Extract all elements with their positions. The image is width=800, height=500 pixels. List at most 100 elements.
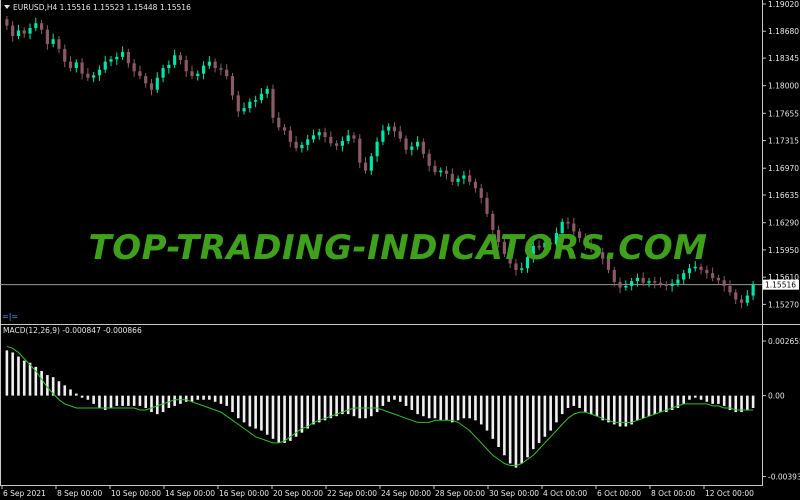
macd-bar (647, 395, 651, 417)
time-tick-label: 10 Sep 00:00 (111, 489, 161, 498)
candle-body (144, 76, 148, 84)
macd-bar (688, 395, 691, 400)
candle-body (647, 281, 651, 283)
candle-body (618, 281, 622, 288)
candle-body (63, 48, 67, 62)
macd-bar (537, 395, 541, 443)
macd-bar (699, 395, 703, 400)
macd-bar (659, 395, 662, 413)
candle-body (502, 241, 506, 254)
time-tick-label: 6 Oct 00:00 (597, 489, 641, 498)
current-price-line: 1.15516 (0, 279, 799, 290)
macd-bar (51, 377, 55, 396)
candle-body (109, 59, 113, 62)
macd-bar (196, 395, 200, 400)
macd-bar (439, 395, 443, 421)
chart-menu-triangle-icon[interactable] (4, 5, 10, 9)
candle-body (68, 61, 73, 69)
candle-body (392, 126, 397, 132)
macd-bar (132, 395, 136, 406)
macd-bar (109, 395, 113, 408)
candle-body (352, 135, 356, 139)
macd-bar (456, 395, 460, 421)
macd-bar (277, 395, 281, 443)
price-axis-ticks: 1.19020 1.18680 1.18345 1.18000 1.17655 1.173… (762, 0, 799, 309)
candle-body (22, 30, 26, 34)
macd-bar (300, 395, 304, 433)
price-tick-label: 1.15270 (768, 300, 799, 309)
macd-bar (213, 395, 217, 402)
price-tick-label: 1.16290 (768, 219, 799, 228)
candle-body (543, 242, 547, 248)
macd-bar (306, 395, 309, 429)
candle-body (444, 170, 449, 174)
candle-body (340, 140, 344, 146)
candle-body (496, 229, 501, 242)
candle-body (346, 135, 350, 141)
candle-body (254, 100, 258, 102)
candle-body (311, 135, 316, 140)
candle-body (271, 88, 275, 118)
macd-bar (416, 395, 419, 415)
time-tick-label: 28 Sep 00:00 (435, 489, 485, 498)
candle-body (630, 281, 634, 286)
candle-body (433, 165, 437, 173)
candle-body (230, 76, 235, 96)
macd-bar (341, 395, 344, 415)
candle-body (184, 60, 188, 72)
time-tick-label: 8 Oct 00:00 (651, 489, 695, 498)
time-tick-label: 16 Sep 00:00 (219, 489, 269, 498)
macd-bar (422, 395, 425, 417)
candle-body (155, 77, 159, 90)
macd-bar (526, 395, 529, 458)
macd-bar (86, 395, 90, 400)
macd-bar (676, 395, 680, 408)
candle-body (306, 139, 310, 145)
macd-bar (746, 395, 749, 411)
candle-body (259, 93, 264, 101)
candle-body (450, 173, 454, 182)
macd-bar (5, 350, 9, 396)
macd-bar (329, 395, 333, 419)
candle-body (80, 62, 84, 74)
macd-bar (381, 395, 385, 406)
candle-body (468, 175, 472, 182)
time-tick-label: 6 Sep 2021 (3, 489, 46, 498)
macd-bar (514, 395, 518, 468)
macd-label: MACD(12,26,9) -0.000847 -0.000866 (3, 326, 142, 335)
macd-bar (219, 395, 223, 404)
macd-bar (271, 395, 275, 439)
macd-bar (693, 395, 697, 398)
macd-bar (740, 395, 743, 413)
candle-body (300, 144, 304, 149)
candle-body (103, 61, 107, 70)
candle-body (722, 280, 726, 286)
candle-body (653, 281, 657, 283)
macd-bar (589, 395, 593, 415)
trade-levels-icon[interactable]: =|= (2, 312, 18, 321)
macd-bar (641, 395, 645, 419)
candle-body (51, 39, 55, 45)
macd-bar (352, 395, 356, 417)
candle-body (363, 162, 368, 171)
macd-bar (127, 395, 130, 406)
macd-bar (503, 395, 506, 456)
candle-body (92, 75, 96, 78)
time-tick-label: 14 Sep 00:00 (165, 489, 215, 498)
candle-body (687, 268, 692, 274)
candle-body (120, 52, 125, 57)
macd-bar (543, 395, 547, 437)
macd-bar (323, 395, 327, 421)
macd-bar (578, 395, 581, 408)
candle-body (624, 285, 628, 288)
macd-bar (398, 395, 402, 402)
macd-bar (584, 395, 587, 413)
macd-bar (624, 395, 628, 427)
macd-bar (462, 395, 466, 419)
candle-body (294, 141, 298, 149)
candle-body (126, 52, 130, 64)
macd-bar (208, 395, 211, 400)
macd-bar (427, 395, 431, 419)
candle-body (572, 223, 576, 232)
time-tick-label: 30 Sep 00:00 (489, 489, 539, 498)
